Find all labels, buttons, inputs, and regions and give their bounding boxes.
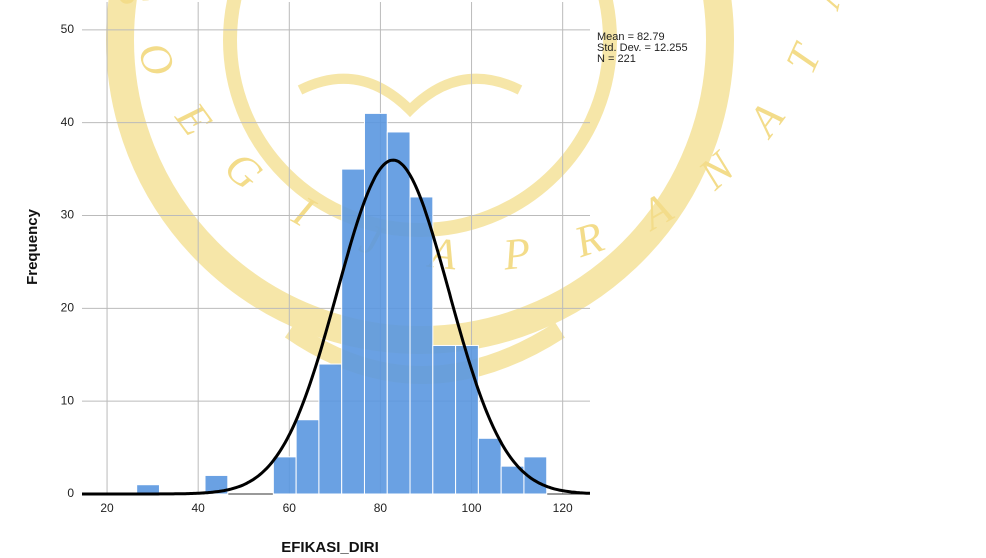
x-tick-label: 100	[462, 501, 482, 515]
watermark-book	[300, 79, 520, 110]
chart: SOEGIJAPRANATA EFIKASI_DIRI Frequency Me…	[0, 0, 986, 558]
watermark-letter: R	[568, 212, 610, 267]
bar	[387, 132, 410, 494]
stat-n: N = 221	[597, 53, 636, 65]
y-tick-label: 50	[61, 22, 75, 36]
bar	[273, 457, 296, 494]
bar	[364, 113, 387, 494]
watermark-letter: P	[500, 228, 533, 280]
bar	[410, 197, 433, 494]
bar	[296, 420, 319, 494]
y-tick-label: 30	[61, 208, 75, 222]
x-tick-label: 80	[374, 501, 388, 515]
watermark-letter: A	[800, 0, 855, 15]
x-axis-title: EFIKASI_DIRI	[281, 539, 379, 556]
watermark-letter: I	[284, 186, 324, 237]
x-tick-label: 40	[191, 501, 205, 515]
bar	[478, 438, 501, 494]
watermark-letter: T	[776, 35, 832, 81]
y-tick-label: 20	[61, 301, 75, 315]
bar	[456, 345, 479, 494]
x-tick-label: 120	[553, 501, 573, 515]
y-tick-label: 40	[61, 115, 75, 129]
bar	[319, 364, 342, 494]
y-axis-title: Frequency	[24, 208, 41, 285]
y-tick-label: 10	[61, 393, 75, 407]
x-tick-label: 20	[100, 501, 114, 515]
bar	[433, 345, 456, 494]
x-tick-label: 60	[283, 501, 297, 515]
bar	[342, 169, 365, 494]
watermark: SOEGIJAPRANATA	[107, 0, 854, 375]
watermark-letter: E	[166, 93, 222, 145]
y-tick-label: 0	[67, 486, 74, 500]
watermark-letter: A	[737, 93, 795, 147]
